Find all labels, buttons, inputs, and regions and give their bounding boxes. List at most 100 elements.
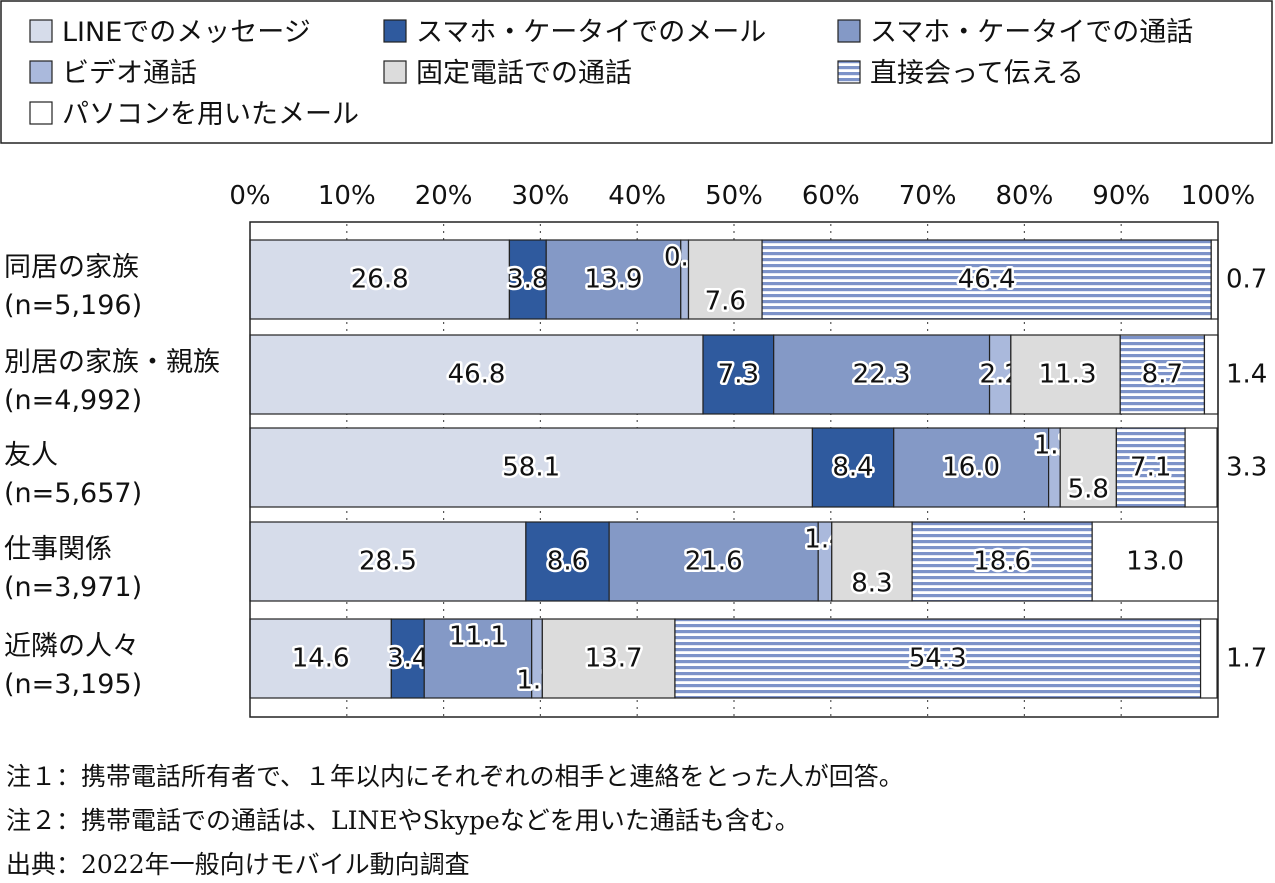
category-labels: 同居の家族 (n=5,196) 別居の家族・親族 (n=4,992) 友人 (n=5,65… bbox=[4, 252, 220, 700]
legend-swatch bbox=[837, 19, 861, 43]
bar-segment bbox=[1184, 427, 1218, 508]
x-tick-label: 70% bbox=[899, 181, 957, 211]
x-tick-label: 90% bbox=[1092, 181, 1150, 211]
bar-segment bbox=[1119, 334, 1206, 415]
legend bbox=[0, 0, 1273, 144]
legend-swatch bbox=[383, 60, 407, 84]
bar-segment bbox=[508, 239, 547, 320]
data-label: 0.7 bbox=[1226, 265, 1267, 295]
data-label: 18.6 bbox=[973, 547, 1031, 577]
bar-segment bbox=[249, 618, 392, 699]
data-label: 1.4 bbox=[1226, 360, 1267, 390]
bar-segment bbox=[1210, 239, 1219, 320]
category-n-label: (n=3,195) bbox=[4, 669, 142, 700]
source-note: 出典：2022年一般向けモバイル動向調査 bbox=[6, 850, 470, 879]
legend-swatch bbox=[29, 19, 53, 43]
data-label: 22.3 bbox=[853, 360, 911, 390]
legend-items: LINEでのメッセージ スマホ・ケータイでのメール スマホ・ケータイでの通話ビデオ通… bbox=[29, 17, 1193, 130]
category-label: 別居の家族・親族 bbox=[4, 347, 220, 378]
x-tick-label: 50% bbox=[705, 181, 763, 211]
data-label: 5.8 bbox=[1068, 475, 1109, 505]
bar-segment bbox=[525, 521, 610, 602]
bar-segment bbox=[1199, 618, 1218, 699]
legend-label: ビデオ通話 bbox=[62, 58, 197, 89]
bar-segment bbox=[687, 239, 763, 320]
x-tick-label: 80% bbox=[996, 181, 1054, 211]
bar-segment bbox=[811, 427, 895, 508]
category-n-label: (n=5,657) bbox=[4, 478, 142, 509]
legend-label: 直接会って伝える bbox=[870, 58, 1084, 89]
data-label: 8.3 bbox=[851, 569, 892, 599]
x-tick-label: 0% bbox=[229, 181, 270, 211]
data-label: 3.8 bbox=[507, 265, 548, 295]
bar-segment bbox=[773, 334, 991, 415]
category-label: 友人 bbox=[4, 440, 58, 471]
plot-frame bbox=[249, 221, 1219, 718]
data-label: 26.8 bbox=[351, 265, 409, 295]
data-label: 8.7 bbox=[1142, 360, 1183, 390]
x-tick-label: 20% bbox=[415, 181, 473, 211]
bar-segment bbox=[608, 521, 819, 602]
bar-segment bbox=[1010, 334, 1121, 415]
legend-swatch bbox=[29, 60, 53, 84]
bar-segment bbox=[249, 239, 511, 320]
legend-swatch bbox=[29, 101, 53, 125]
x-tick-label: 60% bbox=[802, 181, 860, 211]
bar-segment bbox=[541, 618, 676, 699]
x-tick-label: 40% bbox=[608, 181, 666, 211]
bar-segment bbox=[893, 427, 1050, 508]
data-label: 11.3 bbox=[1039, 360, 1097, 390]
data-label: 7.3 bbox=[718, 360, 759, 390]
bar-segment bbox=[1059, 427, 1117, 508]
bar-segment bbox=[390, 618, 425, 699]
data-label: 46.4 bbox=[958, 265, 1016, 295]
data-label: 58.1 bbox=[502, 453, 560, 483]
bar-segment bbox=[674, 618, 1202, 699]
legend-label: スマホ・ケータイでのメール bbox=[416, 17, 766, 48]
data-label: 13.7 bbox=[585, 644, 643, 674]
bar-segment bbox=[911, 521, 1093, 602]
bar-segment bbox=[1091, 521, 1219, 602]
bars: 26.8 3.8 13.90.87.646.4 0.746.8 7.3 22.3 2.2 11… bbox=[249, 239, 1267, 699]
data-label: 7.1 bbox=[1130, 453, 1171, 483]
bar-segment bbox=[545, 239, 682, 320]
data-label: 8.6 bbox=[547, 547, 588, 577]
x-tick-label: 100% bbox=[1181, 181, 1255, 211]
category-n-label: (n=3,971) bbox=[4, 572, 142, 603]
legend-label: スマホ・ケータイでの通話 bbox=[870, 17, 1193, 48]
category-n-label: (n=4,992) bbox=[4, 385, 142, 416]
legend-swatch bbox=[383, 19, 407, 43]
bar-segment bbox=[761, 239, 1212, 320]
data-label: 21.6 bbox=[685, 547, 743, 577]
data-label: 54.3 bbox=[909, 644, 967, 674]
data-label: 14.6 bbox=[292, 644, 350, 674]
bar-segment bbox=[1203, 334, 1219, 415]
data-label: 1.7 bbox=[1226, 644, 1267, 674]
data-label: 16.0 bbox=[942, 453, 1000, 483]
data-label: 13.0 bbox=[1126, 547, 1184, 577]
legend-label: パソコンを用いたメール bbox=[62, 99, 359, 130]
bar-segment bbox=[249, 427, 814, 508]
data-label: 7.6 bbox=[705, 287, 746, 317]
category-label: 近隣の人々 bbox=[4, 631, 139, 662]
stacked-bar-chart: LINEでのメッセージ スマホ・ケータイでのメール スマホ・ケータイでの通話ビデオ通… bbox=[0, 0, 1273, 718]
data-label: 28.5 bbox=[359, 547, 417, 577]
category-n-label: (n=5,196) bbox=[4, 290, 142, 321]
category-label: 仕事関係 bbox=[4, 534, 112, 565]
x-axis-ticks: 0% 10% 20% 30% 40% 50% 60% 70% 80% 90% 100% bbox=[229, 181, 1255, 211]
data-label: 46.8 bbox=[448, 360, 506, 390]
x-tick-label: 10% bbox=[318, 181, 376, 211]
data-label: 11.1 bbox=[449, 622, 507, 652]
note-1: 注１：携帯電話所有者で、１年以内にそれぞれの相手と連絡をとった人が回答。 bbox=[6, 762, 904, 791]
category-label: 同居の家族 bbox=[4, 252, 139, 283]
bar-segment bbox=[249, 334, 704, 415]
data-label: 3.4 bbox=[387, 644, 428, 674]
note-2: 注２：携帯電話での通話は、LINEやSkypeなどを用いた通話も含む。 bbox=[6, 806, 800, 835]
legend-label: LINEでのメッセージ bbox=[62, 17, 311, 48]
bar-segment bbox=[831, 521, 913, 602]
data-label: 3.3 bbox=[1226, 453, 1267, 483]
data-label: 8.4 bbox=[832, 453, 873, 483]
x-tick-label: 30% bbox=[512, 181, 570, 211]
legend-label: 固定電話での通話 bbox=[416, 58, 632, 89]
bar-segment bbox=[702, 334, 775, 415]
